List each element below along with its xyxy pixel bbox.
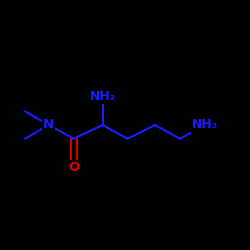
Text: NH₂: NH₂ [90, 90, 116, 103]
Text: N: N [43, 118, 54, 132]
Text: NH₂: NH₂ [192, 118, 218, 132]
Text: O: O [68, 161, 80, 174]
